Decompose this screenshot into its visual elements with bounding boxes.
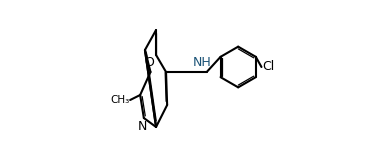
Text: O: O <box>144 56 154 69</box>
Text: N: N <box>138 120 147 133</box>
Text: NH: NH <box>192 56 211 69</box>
Text: CH₃: CH₃ <box>110 95 129 105</box>
Text: Cl: Cl <box>263 60 275 74</box>
